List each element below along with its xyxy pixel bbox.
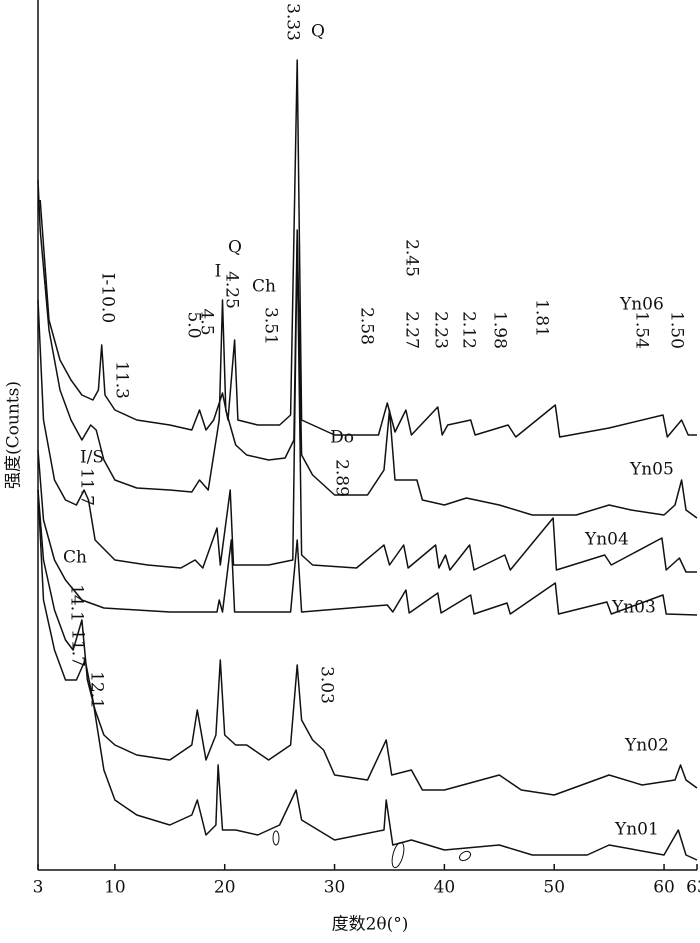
series-label: Yn03 [611, 598, 656, 618]
annotation: Q [228, 238, 242, 258]
series-label: Yn04 [584, 530, 629, 550]
annotation: I [215, 262, 222, 282]
annotation: 14.1 [67, 584, 87, 622]
annotation: 2.45 [402, 239, 422, 277]
annotation: 5.0 [184, 311, 204, 338]
x-tick-label: 20 [214, 878, 236, 898]
annotation: Do [330, 428, 354, 448]
x-tick-label: 63 [686, 878, 700, 898]
marker [458, 850, 472, 862]
annotation: 11.7 [77, 468, 97, 506]
annotation: 2.12 [459, 311, 479, 349]
annotation: 2.58 [357, 307, 377, 345]
marker [272, 830, 280, 846]
x-tick-label: 30 [324, 878, 346, 898]
annotation: 1.98 [490, 311, 510, 349]
x-tick-label: 10 [104, 878, 126, 898]
y-axis-label: 强度(Counts) [4, 381, 24, 489]
annotation: Q [311, 22, 325, 42]
series-label: Yn06 [619, 295, 664, 315]
annotation: 4.5 [197, 308, 217, 335]
annotation: 2.23 [431, 311, 451, 349]
series-label: Yn05 [629, 460, 674, 480]
trace [37, 449, 698, 616]
series-label: Yn01 [614, 820, 659, 840]
trace [37, 239, 697, 573]
x-tick-label: 60 [653, 878, 675, 898]
trace [37, 179, 698, 519]
annotation: 3.03 [317, 666, 337, 704]
x-axis-label: 度数2θ(°) [332, 915, 409, 935]
annotation: 4.25 [222, 271, 242, 309]
trace [37, 489, 698, 861]
annotation: Ch [252, 277, 276, 297]
annotation: 11.3 [112, 361, 132, 399]
series-label: Yn02 [624, 736, 669, 756]
annotation: 12.1 [87, 671, 107, 709]
annotation: I/S [80, 448, 104, 468]
annotation: 3.33 [283, 3, 303, 41]
annotation: 2.27 [402, 311, 422, 349]
annotation: 1.50 [667, 311, 687, 349]
annotation: 1.81 [532, 299, 552, 337]
x-tick-label: 50 [543, 878, 565, 898]
x-tick-label: 3 [33, 878, 44, 898]
annotation: 11.7 [68, 629, 88, 667]
x-tick-label: 40 [434, 878, 456, 898]
annotation: 2.89 [332, 459, 352, 497]
annotation: I-10.0 [98, 273, 118, 323]
annotation: 3.51 [261, 307, 281, 345]
annotation: 1.54 [632, 311, 652, 349]
annotation: Ch [63, 548, 87, 568]
trace [39, 59, 697, 438]
